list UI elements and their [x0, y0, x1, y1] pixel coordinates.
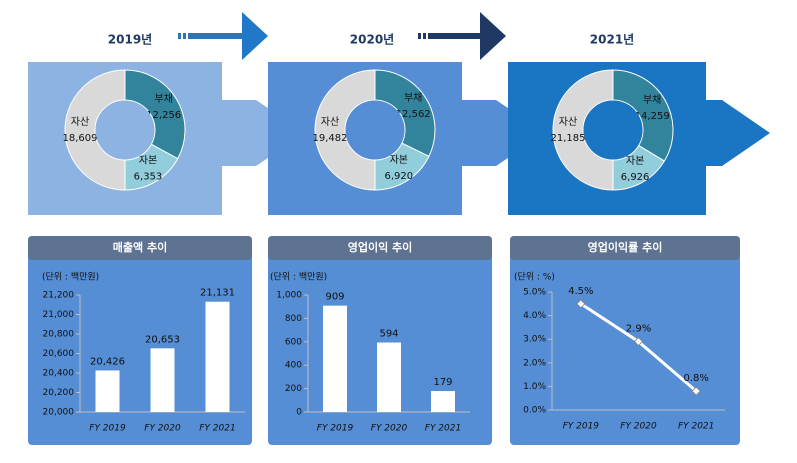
- x-tick-label: FY 2020: [144, 424, 181, 434]
- y-tick-label: 20,000: [43, 408, 75, 418]
- slice-label: 자본: [390, 154, 408, 166]
- slice-value: 6,926: [621, 172, 650, 183]
- chart-panel: [510, 236, 740, 445]
- value-label: 20,653: [145, 334, 180, 345]
- value-label: 4.5%: [568, 286, 593, 297]
- slice-label: 자본: [626, 155, 644, 167]
- y-tick-label: 5.0%: [523, 288, 546, 298]
- bar: [431, 391, 455, 412]
- x-tick-label: FY 2019: [89, 424, 126, 434]
- donut-slice: [374, 69, 436, 158]
- slice-label: 부채: [643, 94, 661, 106]
- year-label: 2021년: [590, 33, 634, 47]
- donut-hole: [95, 100, 155, 160]
- x-tick-label: FY 2021: [678, 422, 714, 432]
- bar: [377, 342, 401, 412]
- unit-label: (단위 : 백만원): [42, 272, 99, 283]
- unit-label: (단위 : %): [514, 272, 555, 283]
- slice-value: 18,609: [63, 133, 98, 144]
- chart-title: 영업이익 추이: [348, 240, 413, 254]
- x-tick-label: FY 2021: [425, 424, 461, 434]
- x-tick-label: FY 2021: [199, 424, 235, 434]
- y-tick-label: 20,800: [43, 330, 75, 340]
- value-label: 20,426: [90, 356, 125, 367]
- y-tick-label: 20,600: [43, 349, 75, 359]
- bar: [323, 305, 347, 412]
- value-label: 0.8%: [683, 373, 708, 384]
- bar: [95, 370, 120, 412]
- slice-label: 자산: [71, 116, 89, 128]
- y-tick-label: 400: [285, 361, 302, 371]
- y-tick-label: 21,200: [43, 291, 75, 301]
- slice-label: 자산: [321, 116, 339, 128]
- slice-value: 19,482: [313, 133, 348, 144]
- marker: [691, 386, 701, 396]
- flow-arrow: [462, 100, 545, 166]
- y-tick-label: 0: [296, 408, 302, 418]
- chart-header: [510, 236, 740, 260]
- slice-value: 6,353: [134, 172, 163, 183]
- y-tick-label: 20,200: [43, 388, 75, 398]
- y-tick-label: 200: [285, 384, 302, 394]
- donut-hole: [345, 100, 405, 160]
- bar: [150, 348, 175, 412]
- x-tick-label: FY 2020: [371, 424, 408, 434]
- y-tick-label: 20,400: [43, 369, 75, 379]
- year-arrow: [178, 12, 268, 60]
- slice-value: 12,256: [146, 110, 181, 121]
- chart-title: 영업이익률 추이: [588, 240, 663, 254]
- y-tick-label: 4.0%: [523, 311, 546, 321]
- chart-header: [28, 236, 252, 260]
- year-arrow: [418, 12, 506, 60]
- slice-value: 12,562: [396, 109, 431, 120]
- chart-title: 매출액 추이: [113, 240, 167, 254]
- value-label: 594: [379, 329, 398, 340]
- value-label: 2.9%: [626, 324, 651, 335]
- value-label: 909: [325, 292, 344, 303]
- donut-slice: [552, 69, 614, 191]
- slice-label: 자산: [559, 116, 577, 128]
- slice-label: 부채: [154, 93, 172, 105]
- y-tick-label: 3.0%: [523, 335, 546, 345]
- slice-value: 21,185: [551, 133, 586, 144]
- x-tick-label: FY 2019: [563, 422, 600, 432]
- donut-slice: [124, 69, 186, 160]
- flow-arrow: [222, 100, 305, 166]
- slice-value: 6,920: [385, 171, 414, 182]
- flow-arrow: [706, 100, 770, 166]
- chart-header: [268, 236, 492, 260]
- y-tick-label: 21,000: [43, 310, 75, 320]
- chart-panel: [28, 236, 252, 445]
- donut-slice: [612, 69, 674, 162]
- y-tick-label: 0.0%: [523, 406, 546, 416]
- y-tick-label: 800: [285, 314, 302, 324]
- bar: [205, 301, 230, 412]
- x-tick-label: FY 2020: [620, 422, 657, 432]
- slice-value: 14,259: [635, 111, 670, 122]
- y-tick-label: 1.0%: [523, 382, 546, 392]
- x-tick-label: FY 2019: [317, 424, 354, 434]
- slice-label: 부채: [404, 92, 422, 104]
- donut-hole: [583, 100, 643, 160]
- year-label: 2020년: [350, 33, 394, 47]
- y-tick-label: 1,000: [276, 291, 302, 301]
- donut-slice: [64, 69, 126, 191]
- donut-slice: [314, 69, 376, 191]
- value-label: 179: [433, 377, 452, 388]
- value-label: 21,131: [200, 288, 235, 299]
- y-tick-label: 600: [285, 337, 302, 347]
- marker: [633, 336, 644, 347]
- y-tick-label: 2.0%: [523, 358, 546, 368]
- year-label: 2019년: [108, 33, 152, 47]
- unit-label: (단위 : 백만원): [270, 272, 327, 283]
- marker: [576, 299, 586, 309]
- slice-label: 자본: [139, 155, 157, 167]
